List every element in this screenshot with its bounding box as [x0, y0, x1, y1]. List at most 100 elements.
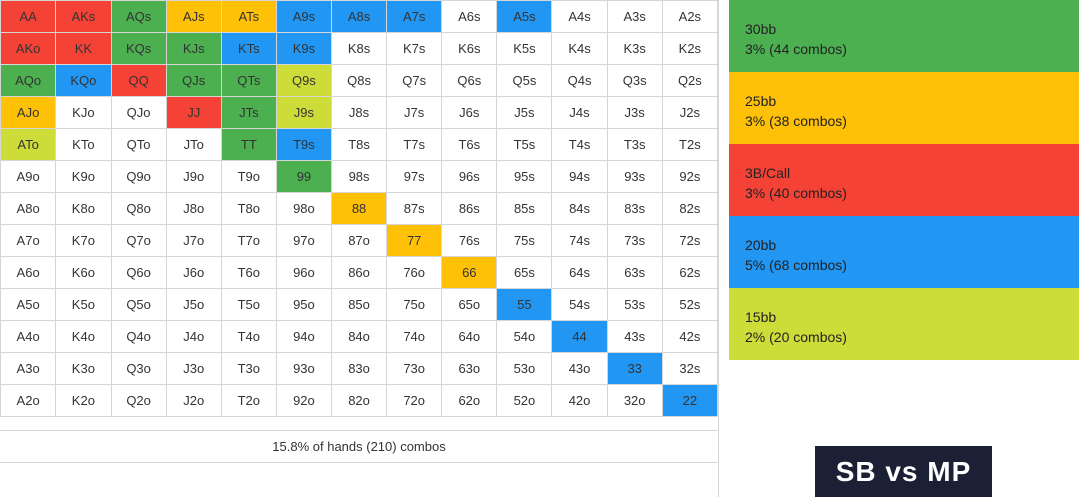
hand-cell[interactable]: T9o — [220, 160, 277, 193]
hand-cell[interactable]: 32s — [661, 352, 719, 385]
hand-cell[interactable]: KK — [55, 32, 112, 65]
hand-cell[interactable]: K2s — [661, 32, 719, 65]
hand-cell[interactable]: 55 — [496, 288, 553, 321]
hand-cell[interactable]: T6s — [441, 128, 498, 161]
hand-cell[interactable]: Q5o — [110, 288, 167, 321]
hand-cell[interactable]: 93s — [606, 160, 663, 193]
hand-cell[interactable]: Q3s — [606, 64, 663, 97]
hand-cell[interactable]: J6s — [441, 96, 498, 129]
hand-cell[interactable]: 97o — [275, 224, 332, 257]
hand-cell[interactable]: A9s — [275, 0, 332, 33]
hand-cell[interactable]: 94s — [551, 160, 608, 193]
hand-cell[interactable]: Q2s — [661, 64, 719, 97]
hand-cell[interactable]: 52o — [496, 384, 553, 417]
hand-cell[interactable]: 52s — [661, 288, 719, 321]
hand-cell[interactable]: 22 — [661, 384, 719, 417]
hand-cell[interactable]: JTo — [165, 128, 222, 161]
hand-cell[interactable]: JJ — [165, 96, 222, 129]
hand-cell[interactable]: T5o — [220, 288, 277, 321]
hand-cell[interactable]: A8o — [0, 192, 57, 225]
hand-cell[interactable]: TT — [220, 128, 277, 161]
hand-cell[interactable]: T8s — [330, 128, 388, 161]
hand-cell[interactable]: 43s — [606, 320, 663, 353]
hand-cell[interactable]: AJo — [0, 96, 57, 129]
hand-cell[interactable]: A8s — [330, 0, 388, 33]
hand-cell[interactable]: Q7s — [386, 64, 443, 97]
hand-cell[interactable]: 95s — [496, 160, 553, 193]
hand-cell[interactable]: 53o — [496, 352, 553, 385]
hand-cell[interactable]: T3o — [220, 352, 277, 385]
hand-cell[interactable]: Q5s — [496, 64, 553, 97]
hand-cell[interactable]: 42s — [661, 320, 719, 353]
hand-cell[interactable]: J8o — [165, 192, 222, 225]
hand-cell[interactable]: J3s — [606, 96, 663, 129]
hand-cell[interactable]: QTs — [220, 64, 277, 97]
hand-cell[interactable]: AJs — [165, 0, 222, 33]
hand-cell[interactable]: 83o — [330, 352, 388, 385]
hand-cell[interactable]: 96s — [441, 160, 498, 193]
hand-cell[interactable]: 87o — [330, 224, 388, 257]
hand-cell[interactable]: 84o — [330, 320, 388, 353]
hand-cell[interactable]: T3s — [606, 128, 663, 161]
hand-cell[interactable]: T2o — [220, 384, 277, 417]
hand-cell[interactable]: 33 — [606, 352, 663, 385]
hand-cell[interactable]: Q9s — [275, 64, 332, 97]
hand-cell[interactable]: J2o — [165, 384, 222, 417]
hand-cell[interactable]: 63s — [606, 256, 663, 289]
hand-cell[interactable]: AA — [0, 0, 57, 33]
hand-cell[interactable]: 73o — [386, 352, 443, 385]
hand-cell[interactable]: T4o — [220, 320, 277, 353]
hand-cell[interactable]: T4s — [551, 128, 608, 161]
hand-cell[interactable]: T8o — [220, 192, 277, 225]
hand-cell[interactable]: K3o — [55, 352, 112, 385]
hand-cell[interactable]: 85o — [330, 288, 388, 321]
hand-cell[interactable]: AQo — [0, 64, 57, 97]
hand-cell[interactable]: 64s — [551, 256, 608, 289]
hand-cell[interactable]: 85s — [496, 192, 553, 225]
hand-cell[interactable]: A5o — [0, 288, 57, 321]
hand-cell[interactable]: T7s — [386, 128, 443, 161]
hand-cell[interactable]: KTs — [220, 32, 277, 65]
hand-cell[interactable]: 82o — [330, 384, 388, 417]
hand-cell[interactable]: J4o — [165, 320, 222, 353]
hand-cell[interactable]: J5s — [496, 96, 553, 129]
hand-cell[interactable]: J7s — [386, 96, 443, 129]
hand-cell[interactable]: Q8s — [330, 64, 388, 97]
hand-cell[interactable]: K8o — [55, 192, 112, 225]
hand-cell[interactable]: 42o — [551, 384, 608, 417]
hand-cell[interactable]: A4s — [551, 0, 608, 33]
hand-cell[interactable]: Q9o — [110, 160, 167, 193]
hand-cell[interactable]: A3s — [606, 0, 663, 33]
hand-cell[interactable]: 74s — [551, 224, 608, 257]
hand-cell[interactable]: 53s — [606, 288, 663, 321]
hand-cell[interactable]: T7o — [220, 224, 277, 257]
hand-cell[interactable]: J4s — [551, 96, 608, 129]
hand-cell[interactable]: 54s — [551, 288, 608, 321]
hand-cell[interactable]: J8s — [330, 96, 388, 129]
hand-cell[interactable]: T6o — [220, 256, 277, 289]
hand-cell[interactable]: 93o — [275, 352, 332, 385]
hand-cell[interactable]: 75s — [496, 224, 553, 257]
hand-cell[interactable]: 98o — [275, 192, 332, 225]
hand-cell[interactable]: J5o — [165, 288, 222, 321]
hand-cell[interactable]: A5s — [496, 0, 553, 33]
hand-cell[interactable]: 62o — [441, 384, 498, 417]
hand-cell[interactable]: K6o — [55, 256, 112, 289]
hand-cell[interactable]: 66 — [441, 256, 498, 289]
hand-cell[interactable]: Q8o — [110, 192, 167, 225]
hand-cell[interactable]: K8s — [330, 32, 388, 65]
hand-cell[interactable]: A9o — [0, 160, 57, 193]
hand-cell[interactable]: 84s — [551, 192, 608, 225]
hand-cell[interactable]: 87s — [386, 192, 443, 225]
hand-cell[interactable]: A7o — [0, 224, 57, 257]
hand-cell[interactable]: 44 — [551, 320, 608, 353]
hand-cell[interactable]: KJs — [165, 32, 222, 65]
hand-cell[interactable]: 32o — [606, 384, 663, 417]
hand-cell[interactable]: 43o — [551, 352, 608, 385]
hand-cell[interactable]: K7s — [386, 32, 443, 65]
hand-cell[interactable]: 96o — [275, 256, 332, 289]
hand-cell[interactable]: ATs — [220, 0, 277, 33]
hand-cell[interactable]: 98s — [330, 160, 388, 193]
hand-cell[interactable]: A2s — [661, 0, 719, 33]
hand-cell[interactable]: K3s — [606, 32, 663, 65]
